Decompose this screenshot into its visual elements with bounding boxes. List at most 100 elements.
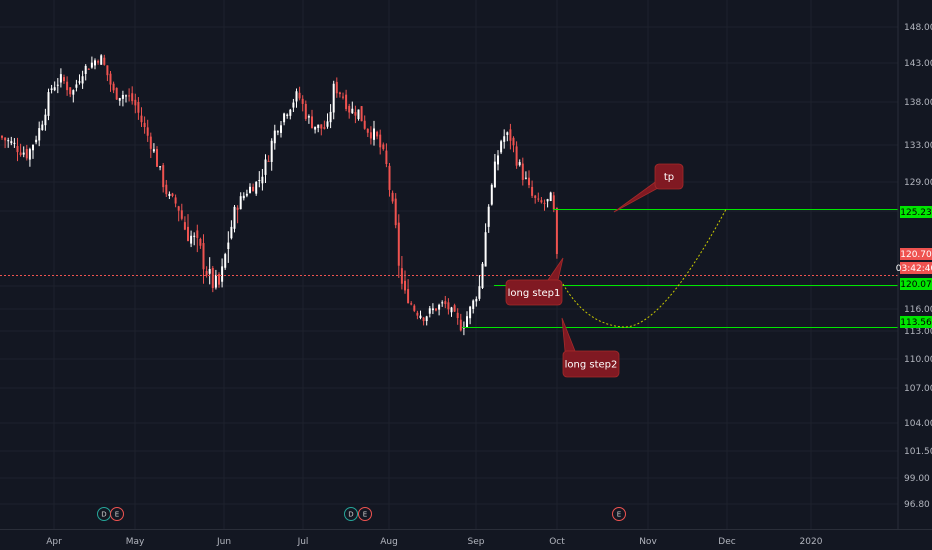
- candle-body: [202, 243, 205, 270]
- candle-body: [16, 146, 19, 153]
- candle-body: [208, 269, 211, 274]
- candle-body: [382, 144, 385, 150]
- projection-path: [562, 209, 727, 328]
- y-tick-label: 148.00: [904, 23, 932, 33]
- candle-body: [75, 84, 78, 88]
- candle-body: [481, 263, 484, 288]
- candle-body: [242, 195, 245, 199]
- candle-body: [326, 121, 329, 127]
- candle-body: [301, 98, 304, 104]
- candle-body: [311, 116, 313, 129]
- candle-body: [41, 124, 44, 131]
- event-circle: [344, 507, 358, 521]
- callout-text: tp: [664, 172, 674, 183]
- candle-body: [211, 267, 214, 289]
- candle-body: [397, 222, 400, 266]
- candle-body: [273, 130, 276, 144]
- time-axis[interactable]: Apr May Jun Jul Aug Sep Oct Nov Dec 2020: [46, 537, 823, 547]
- earnings-marker[interactable]: E: [612, 507, 626, 521]
- candle-body: [44, 114, 47, 126]
- candle-body: [165, 184, 168, 195]
- price-label: 03:42:40: [896, 262, 932, 274]
- x-tick-label: Aug: [380, 537, 398, 547]
- candle-body: [537, 198, 540, 200]
- price-label: 113.56: [900, 316, 932, 328]
- candle-body: [385, 150, 388, 165]
- callouts[interactable]: tp long step1 long step2: [505, 163, 684, 378]
- candle-body: [106, 65, 109, 76]
- candle-body: [298, 92, 301, 99]
- candle-body: [134, 99, 137, 106]
- y-tick-label: 110.00: [904, 355, 932, 365]
- candle-body: [252, 186, 255, 192]
- y-tick-label: 99.00: [904, 474, 930, 484]
- candle-body: [261, 176, 264, 184]
- price-label: 120.07: [900, 278, 932, 290]
- candle-body: [478, 286, 481, 299]
- candle-body: [404, 280, 406, 291]
- candle-body: [81, 76, 84, 84]
- y-tick-label: 101.50: [904, 447, 932, 457]
- candle-body: [487, 206, 490, 227]
- callout-long-step2[interactable]: long step2: [561, 317, 620, 378]
- candle-body: [121, 94, 124, 99]
- candle-body: [512, 137, 515, 146]
- candle-body: [376, 131, 379, 137]
- candle-body: [25, 149, 28, 159]
- earnings-marker[interactable]: E: [358, 507, 372, 521]
- candle-body: [221, 266, 224, 282]
- candle-body: [180, 210, 183, 219]
- candle-body: [22, 152, 25, 155]
- event-letter: D: [348, 511, 353, 519]
- x-tick-label: Sep: [468, 537, 485, 547]
- candles: [1, 54, 558, 336]
- callout-box: [654, 163, 684, 190]
- candle-body: [103, 57, 106, 65]
- candle-body: [56, 84, 59, 86]
- candle-body: [531, 186, 534, 196]
- callout-box: [505, 279, 563, 306]
- candle-body: [84, 65, 87, 74]
- candle-body: [307, 116, 310, 118]
- candle-body: [351, 108, 354, 114]
- candle-body: [115, 87, 118, 100]
- candle-body: [469, 306, 472, 319]
- candle-body: [162, 165, 165, 188]
- dividend-marker[interactable]: D: [97, 507, 111, 521]
- y-tick-label: 143.00: [904, 59, 932, 69]
- candle-body: [177, 206, 180, 211]
- candle-body: [475, 298, 478, 302]
- callout-text: long step1: [508, 288, 561, 299]
- candle-body: [264, 159, 267, 175]
- candle-body: [94, 60, 96, 66]
- candle-body: [360, 106, 363, 122]
- earnings-marker[interactable]: E: [110, 507, 124, 521]
- candle-body: [540, 200, 543, 203]
- candle-body: [78, 81, 81, 83]
- callout-tp[interactable]: tp: [613, 163, 684, 213]
- candle-body: [338, 92, 341, 95]
- x-tick-label: Nov: [639, 537, 657, 547]
- candle-body: [357, 109, 360, 120]
- event-letter: D: [101, 511, 106, 519]
- candle-body: [19, 152, 22, 155]
- candle-body: [156, 149, 158, 167]
- x-tick-label: 2020: [800, 537, 823, 547]
- price-labels: 125.23 120.70 03:42:40 120.07 113.56: [896, 206, 932, 328]
- candle-body: [534, 195, 537, 198]
- candle-body: [63, 77, 65, 82]
- candle-body: [187, 226, 189, 241]
- callout-long-step1[interactable]: long step1: [505, 257, 564, 306]
- dividend-marker[interactable]: D: [344, 507, 358, 521]
- candle-body: [109, 73, 112, 85]
- candle-body: [413, 305, 416, 311]
- event-circle: [110, 507, 124, 521]
- candle-body: [143, 122, 146, 127]
- candle-body: [35, 139, 38, 143]
- candle-body: [7, 140, 10, 142]
- candle-body: [199, 238, 202, 246]
- candle-body: [276, 131, 279, 133]
- candle-body: [53, 87, 56, 91]
